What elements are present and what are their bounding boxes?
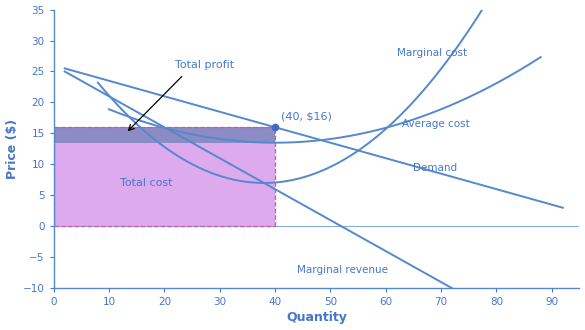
Text: Marginal cost: Marginal cost <box>397 48 467 58</box>
Bar <box>54 143 275 226</box>
Text: Average cost: Average cost <box>402 119 470 129</box>
Text: Demand: Demand <box>414 163 457 173</box>
Text: Total profit: Total profit <box>176 60 235 70</box>
X-axis label: Quantity: Quantity <box>286 312 347 324</box>
Y-axis label: Price ($): Price ($) <box>5 119 19 179</box>
Text: Total cost: Total cost <box>120 178 173 188</box>
Bar <box>54 127 275 143</box>
Text: (40, $16): (40, $16) <box>281 111 332 121</box>
Point <box>270 125 280 130</box>
Text: Marginal revenue: Marginal revenue <box>297 265 388 275</box>
